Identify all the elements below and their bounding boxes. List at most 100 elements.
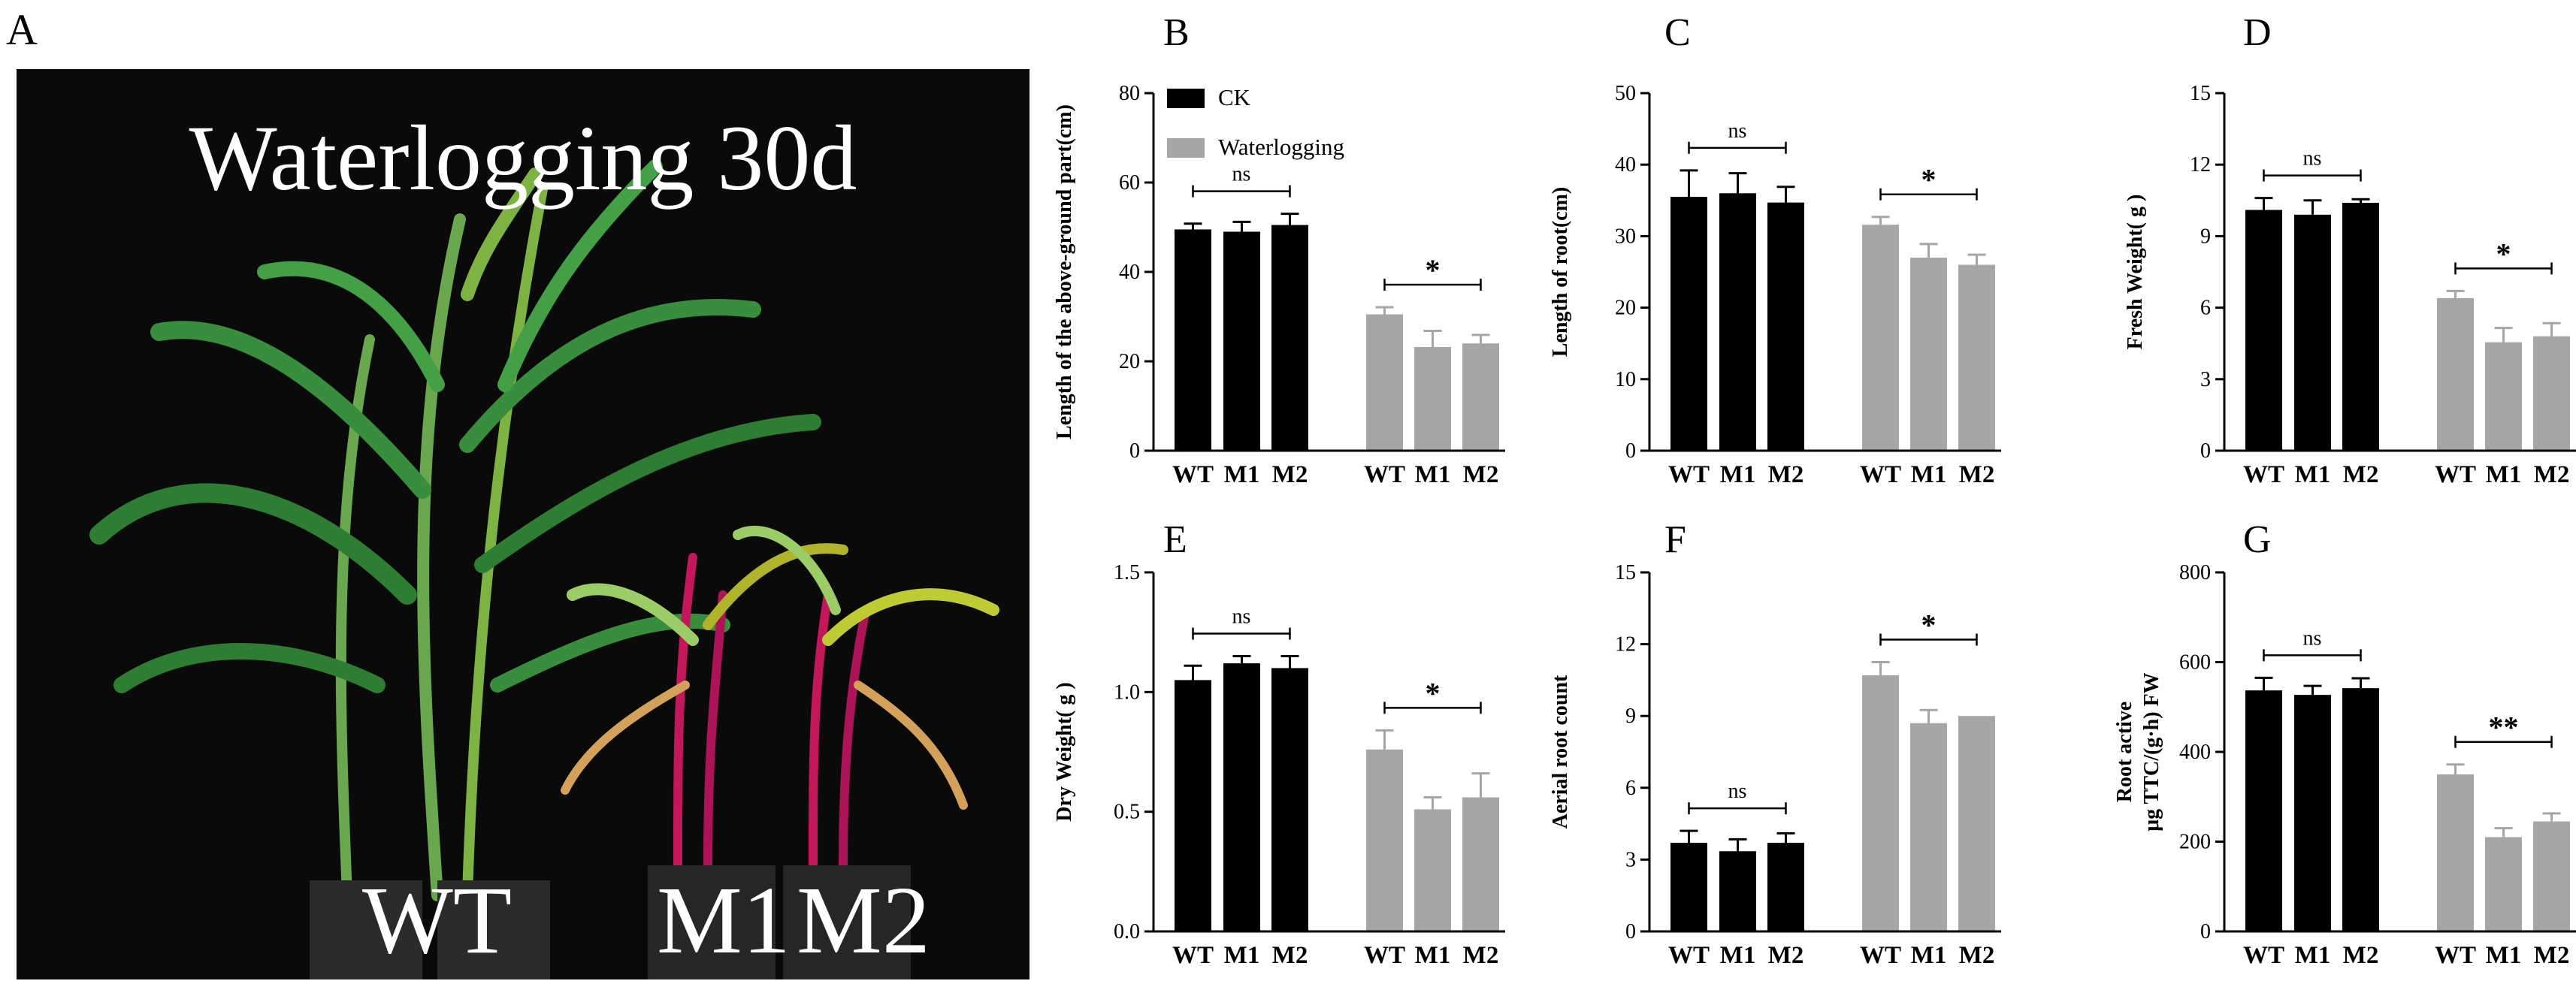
chart-g-xtick-label: M1 bbox=[2295, 942, 2331, 969]
chart-c-significance-label: ns bbox=[1728, 119, 1747, 143]
chart-e-bar bbox=[1175, 680, 1211, 931]
chart-c-ytick-label: 20 bbox=[1615, 297, 1636, 320]
panel-d-label: D bbox=[2243, 11, 2272, 54]
chart-c-bar bbox=[1670, 197, 1707, 451]
chart-g-xtick-label: M1 bbox=[2486, 942, 2522, 969]
chart-f-xtick-label: WT bbox=[1668, 942, 1710, 969]
chart-c-significance-label: * bbox=[1921, 163, 1937, 197]
chart-f-ytick-label: 3 bbox=[1625, 848, 1636, 871]
chart-d-ytick-label: 3 bbox=[2200, 368, 2211, 391]
chart-f-bar bbox=[1910, 723, 1947, 931]
chart-d-ytick-label: 15 bbox=[2190, 82, 2211, 105]
chart-e-bar bbox=[1462, 797, 1499, 931]
chart-g-bar bbox=[2294, 695, 2331, 931]
chart-g-significance-label: ns bbox=[2303, 626, 2322, 650]
chart-d-significance-label: ns bbox=[2303, 147, 2322, 171]
chart-d-ylabel: Fresh Weight( g ) bbox=[2124, 195, 2147, 350]
chart-f-xtick-label: M1 bbox=[1911, 942, 1947, 969]
pot-wt-left bbox=[310, 880, 422, 979]
chart-g-xtick-label: M2 bbox=[2534, 942, 2570, 969]
chart-e-ytick-label: 1.5 bbox=[1114, 561, 1140, 584]
chart-b-ylabel: Length of the above-ground part(cm) bbox=[1053, 104, 1076, 439]
chart-d-xtick-label: WT bbox=[2435, 461, 2476, 488]
chart-e-xtick-label: M2 bbox=[1272, 942, 1308, 969]
chart-c-xtick-label: M2 bbox=[1959, 461, 1995, 488]
chart-e-significance-label: ns bbox=[1232, 605, 1251, 629]
chart-b-ytick-label: 40 bbox=[1119, 261, 1140, 284]
chart-f-bar bbox=[1670, 843, 1707, 931]
chart-e-xtick-label: WT bbox=[1364, 942, 1405, 969]
chart-c-ytick-label: 40 bbox=[1615, 153, 1636, 177]
chart-e-xtick-label: M2 bbox=[1463, 942, 1499, 969]
chart-c-ytick-label: 10 bbox=[1615, 368, 1636, 391]
legend-label-ck: CK bbox=[1218, 84, 1251, 110]
chart-g-ytick-label: 400 bbox=[2179, 741, 2211, 764]
chart-b-ytick-label: 0 bbox=[1129, 439, 1140, 463]
chart-c-xtick-label: M1 bbox=[1720, 461, 1756, 488]
chart-f-xtick-label: M2 bbox=[1959, 942, 1995, 969]
plant-photo: Waterlogging 30d WT M1 M2 bbox=[17, 69, 1029, 979]
chart-b-xtick-label: WT bbox=[1172, 461, 1214, 488]
chart-b-xtick-label: M2 bbox=[1272, 461, 1308, 488]
chart-c-ytick-label: 50 bbox=[1615, 82, 1636, 105]
chart-b-xtick-label: M2 bbox=[1463, 461, 1499, 488]
chart-g-ylabel: Root active bbox=[2113, 702, 2136, 803]
chart-c-ylabel: Length of root(cm) bbox=[1549, 187, 1572, 358]
pot-m1 bbox=[648, 865, 776, 979]
chart-g-xtick-label: WT bbox=[2435, 942, 2476, 969]
chart-b-ytick-label: 20 bbox=[1119, 350, 1140, 373]
chart-g-bar bbox=[2533, 821, 2570, 931]
chart-b-bar bbox=[1414, 346, 1451, 451]
chart-f-bar bbox=[1862, 675, 1899, 931]
chart-d-bar bbox=[2437, 297, 2474, 451]
chart-c-bar bbox=[1862, 225, 1899, 451]
panel-g-label: G bbox=[2243, 518, 2272, 561]
chart-g-bar bbox=[2485, 837, 2522, 931]
chart-b-significance-label: * bbox=[1426, 253, 1441, 287]
chart-b-bar bbox=[1271, 225, 1308, 451]
pot-m2 bbox=[783, 865, 911, 979]
chart-d-bar bbox=[2485, 342, 2522, 451]
chart-c-bar bbox=[1910, 257, 1947, 451]
chart-b-bar bbox=[1462, 343, 1499, 451]
chart-f-ytick-label: 9 bbox=[1625, 705, 1636, 728]
chart-d-bar bbox=[2294, 214, 2331, 451]
photo-label-m1: M1 bbox=[657, 867, 791, 973]
panel-a-label: A bbox=[6, 5, 38, 54]
chart-g-bar bbox=[2245, 690, 2282, 931]
chart-b-xtick-label: M1 bbox=[1224, 461, 1260, 488]
chart-e-bar bbox=[1223, 663, 1260, 931]
chart-d-ytick-label: 12 bbox=[2190, 153, 2211, 177]
chart-g-ytick-label: 200 bbox=[2179, 831, 2211, 854]
panel-c-label: C bbox=[1664, 11, 1691, 54]
chart-f-ytick-label: 15 bbox=[1615, 561, 1636, 584]
chart-g-ytick-label: 600 bbox=[2179, 651, 2211, 675]
chart-f-bar bbox=[1719, 851, 1756, 931]
chart-d-bar bbox=[2245, 210, 2282, 451]
photo-title: Waterlogging 30d bbox=[189, 107, 857, 210]
chart-d-bar bbox=[2533, 336, 2570, 451]
chart-e-bar bbox=[1271, 668, 1308, 931]
chart-d-bar bbox=[2342, 202, 2379, 451]
chart-e-significance-label: * bbox=[1426, 676, 1441, 710]
chart-d-ytick-label: 6 bbox=[2200, 297, 2211, 320]
chart-c-xtick-label: WT bbox=[1860, 461, 1901, 488]
chart-g-xtick-label: WT bbox=[2243, 942, 2284, 969]
chart-c-xtick-label: WT bbox=[1668, 461, 1710, 488]
legend-swatch-waterlogging bbox=[1167, 138, 1205, 158]
chart-b-xtick-label: M1 bbox=[1415, 461, 1451, 488]
chart-b-bar bbox=[1223, 231, 1260, 451]
chart-d-ytick-label: 0 bbox=[2200, 439, 2211, 463]
chart-f-xtick-label: M1 bbox=[1720, 942, 1756, 969]
chart-d-ytick-label: 9 bbox=[2200, 225, 2211, 248]
chart-c-xtick-label: M2 bbox=[1768, 461, 1804, 488]
legend-swatch-ck bbox=[1167, 89, 1205, 108]
chart-d-xtick-label: M2 bbox=[2534, 461, 2570, 488]
chart-b-xtick-label: WT bbox=[1364, 461, 1405, 488]
chart-g-ytick-label: 800 bbox=[2179, 561, 2211, 584]
chart-c-ytick-label: 30 bbox=[1615, 225, 1636, 248]
chart-c-bar bbox=[1767, 202, 1804, 451]
chart-b-ytick-label: 80 bbox=[1119, 82, 1140, 105]
chart-g-xtick-label: M2 bbox=[2343, 942, 2379, 969]
